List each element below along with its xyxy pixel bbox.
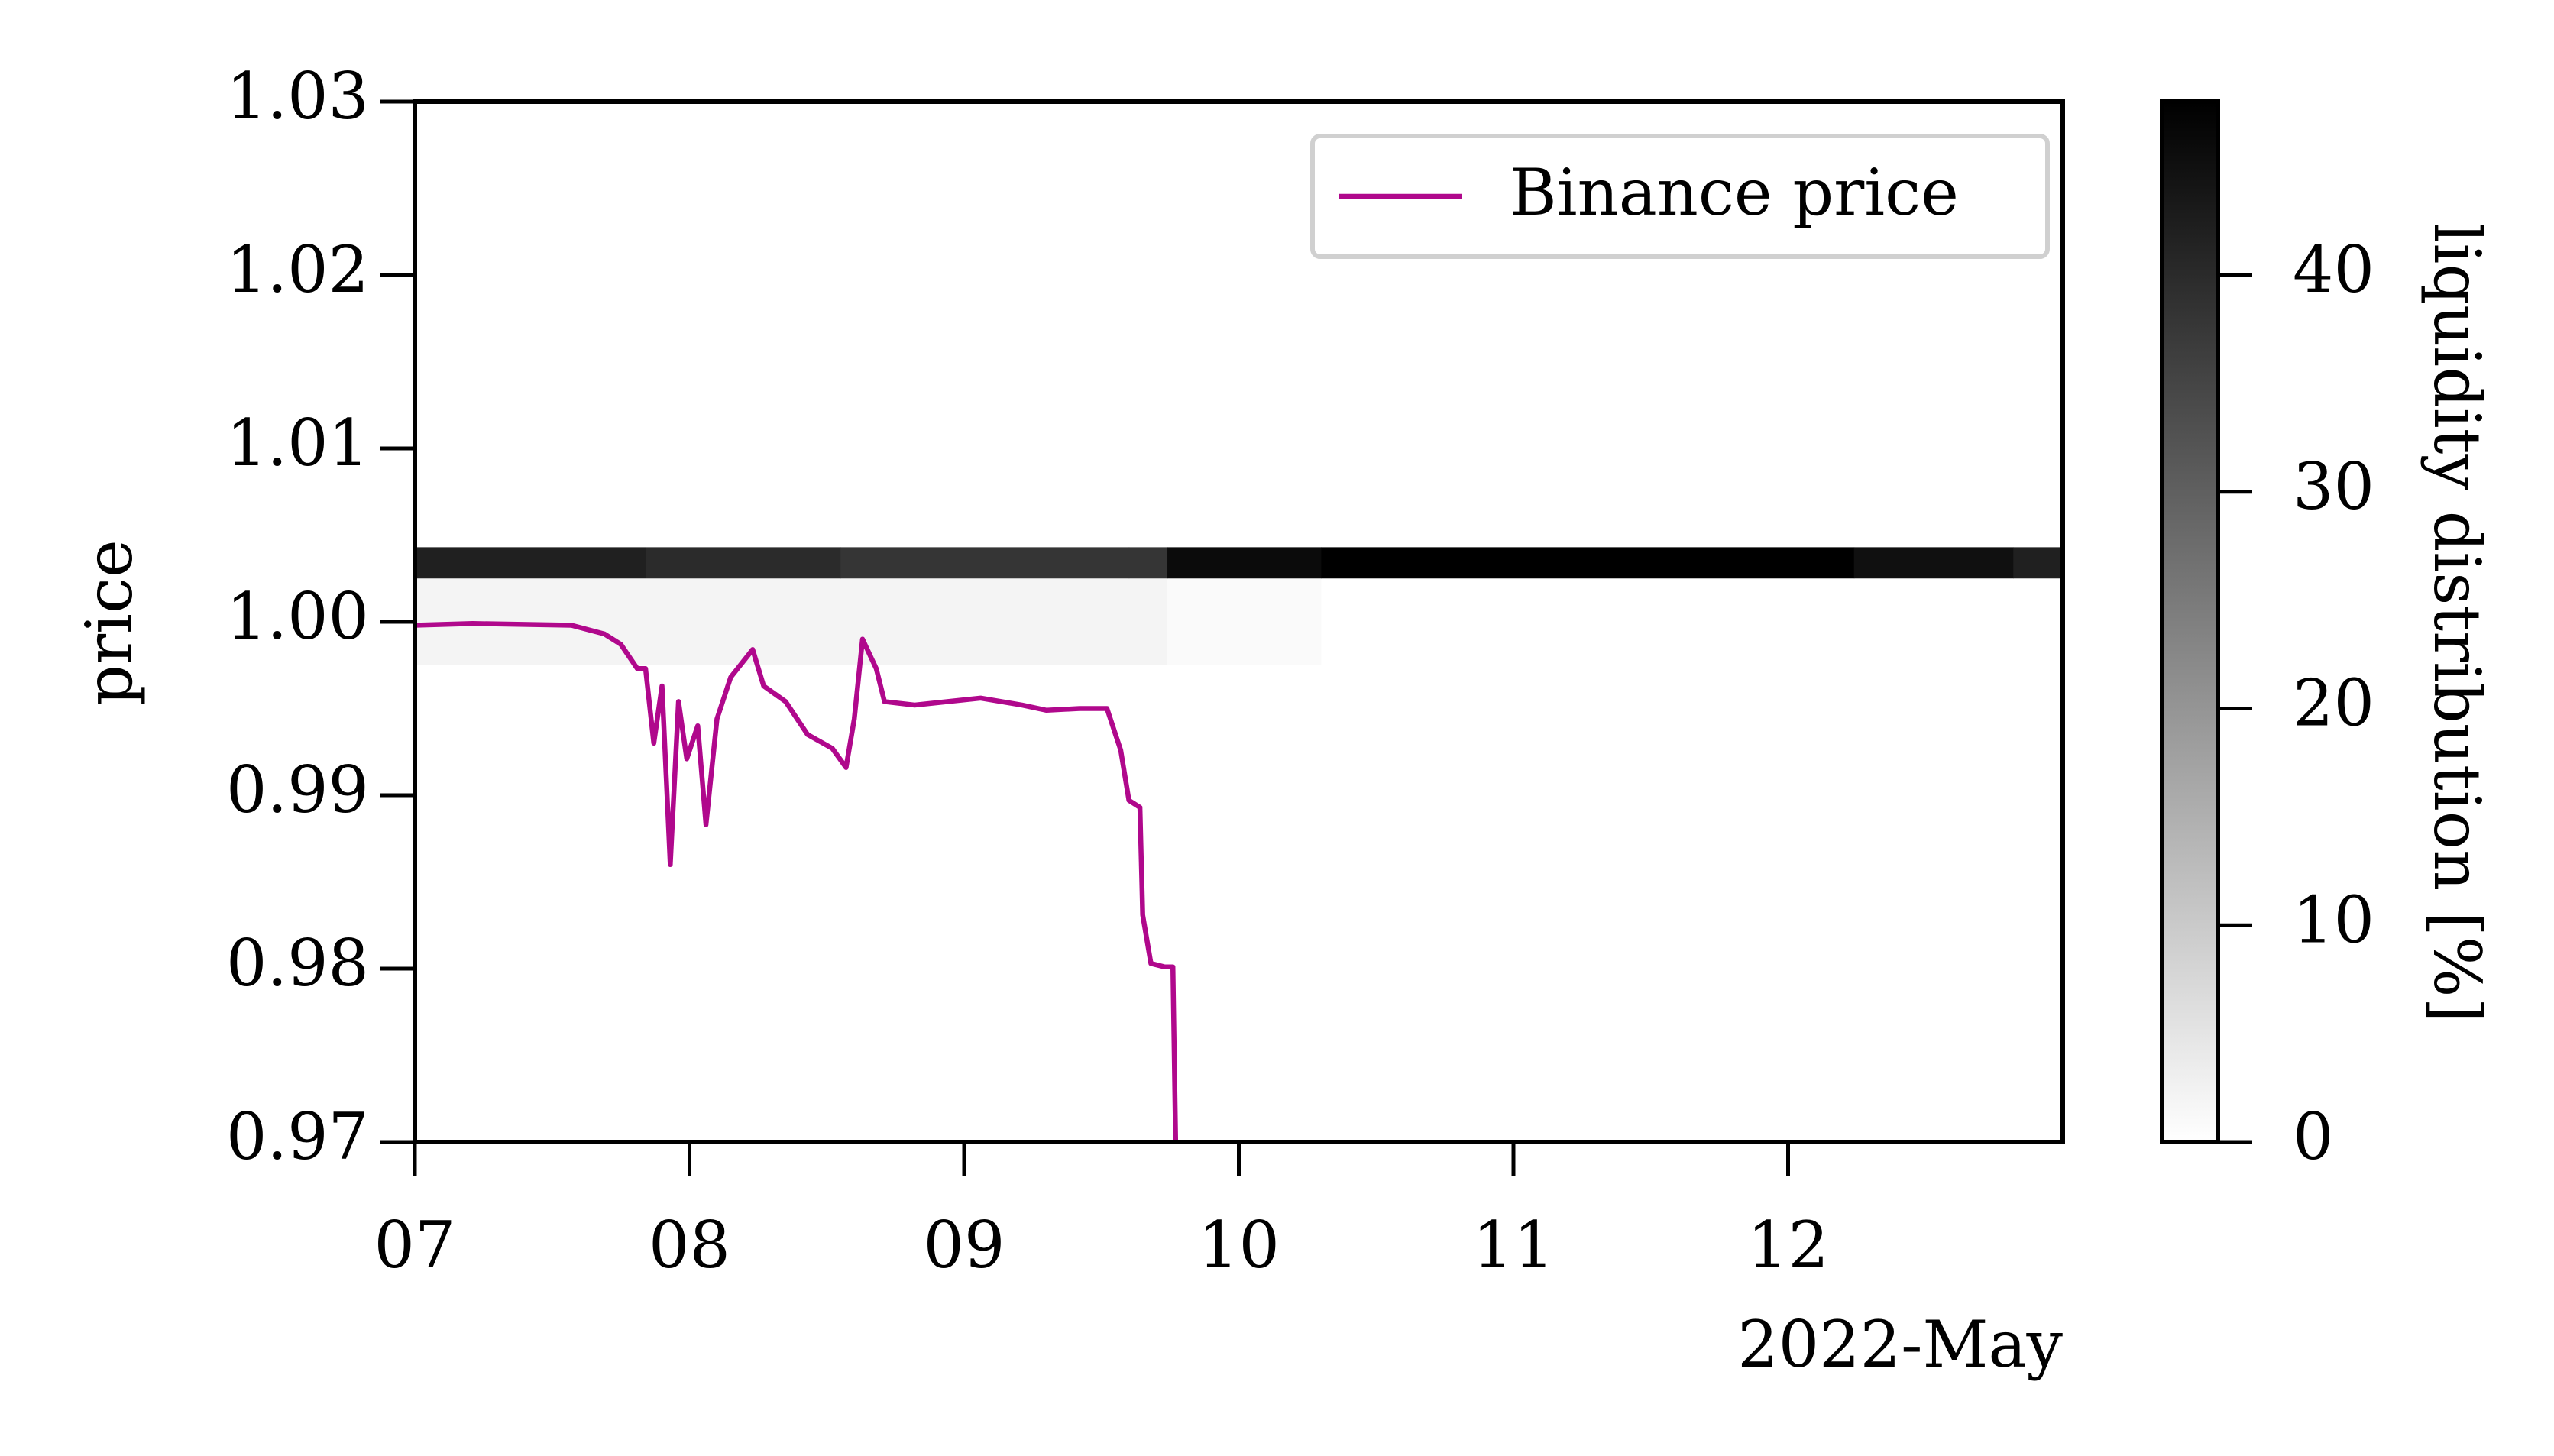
y-tick-label: 1.03 (226, 59, 369, 134)
y-axis-label: price (72, 539, 147, 706)
colorbar (2160, 99, 2220, 1144)
heatmap (415, 547, 2063, 665)
x-tick-label: 07 (374, 1208, 456, 1283)
heatmap-cell (840, 578, 1130, 665)
legend-label: Binance price (1510, 155, 1959, 230)
heatmap-cell (1128, 578, 1168, 665)
heatmap-cell (1853, 547, 2014, 579)
heatmap-cell (2013, 547, 2063, 579)
axes: 0.97 0.98 0.99 1.00 1.01 1.02 1.03 07 08 09 10 11 12… (226, 59, 2374, 1283)
heatmap-cell (1853, 578, 2014, 665)
colorbar-tick-label: 40 (2293, 232, 2374, 307)
price-line (415, 621, 1179, 1142)
heatmap-cell (645, 547, 841, 579)
heatmap-cell (415, 547, 646, 579)
colorbar-tick-label: 20 (2293, 666, 2374, 741)
colorbar-tick-label: 10 (2293, 882, 2374, 957)
y-tick-label: 0.99 (226, 752, 369, 827)
y-tick-label: 0.98 (226, 926, 369, 1001)
heatmap-cell (1128, 547, 1168, 579)
x-tick-label: 10 (1198, 1208, 1280, 1283)
heatmap-cell (1167, 547, 1322, 579)
heatmap-cell (1321, 547, 1855, 579)
x-offset-label: 2022-May (1737, 1307, 2063, 1382)
x-tick-label: 11 (1473, 1208, 1555, 1283)
heatmap-cell (2013, 578, 2063, 665)
x-tick-label: 08 (649, 1208, 730, 1283)
heatmap-cell (1321, 578, 1855, 665)
x-tick-label: 12 (1747, 1208, 1829, 1283)
colorbar-label: liquidity distribution [%] (2420, 223, 2494, 1023)
colorbar-tick-label: 30 (2293, 449, 2374, 524)
colorbar-tick-label: 0 (2293, 1099, 2333, 1174)
heatmap-cell (645, 578, 841, 665)
y-tick-label: 1.02 (226, 232, 369, 307)
x-tick-label: 09 (924, 1208, 1005, 1283)
y-tick-label: 1.01 (226, 406, 369, 480)
legend-box (1310, 134, 2050, 259)
lines (415, 621, 1179, 1142)
y-tick-label: 0.97 (226, 1099, 369, 1174)
heatmap-cell (840, 547, 1130, 579)
y-tick-label: 1.00 (226, 579, 369, 654)
heatmap-cell (1167, 578, 1322, 665)
